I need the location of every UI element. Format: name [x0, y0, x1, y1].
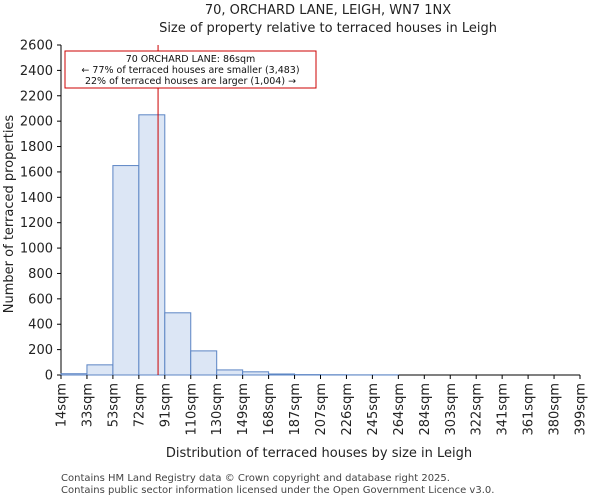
histogram-bar — [242, 371, 270, 376]
histogram-bar — [190, 350, 218, 376]
x-tick-label: 130sqm — [210, 383, 225, 436]
x-tick-label: 14sqm — [55, 383, 70, 427]
y-tick-label: 2000 — [20, 115, 53, 130]
x-tick-label: 399sqm — [574, 383, 589, 436]
x-tick-label: 207sqm — [314, 383, 329, 436]
y-tick-label: 0 — [45, 369, 53, 384]
y-tick-label: 800 — [28, 267, 53, 282]
histogram-bar — [138, 114, 166, 376]
annotation-line: ← 77% of terraced houses are smaller (3,… — [81, 65, 299, 76]
x-tick-label: 341sqm — [496, 383, 511, 436]
y-tick-label: 1000 — [20, 242, 53, 257]
histogram-bar — [112, 165, 140, 376]
histogram-bar — [86, 364, 114, 376]
histogram-bar — [216, 369, 244, 376]
x-tick-label: 91sqm — [158, 383, 173, 427]
histogram-chart: 70, ORCHARD LANE, LEIGH, WN7 1NX Size of… — [2, 3, 589, 461]
y-axis-label: Number of terraced properties — [2, 115, 17, 314]
x-tick-label: 110sqm — [184, 383, 199, 436]
x-tick-label: 168sqm — [262, 383, 277, 436]
x-tick-label: 361sqm — [522, 383, 537, 436]
y-tick-label: 400 — [28, 318, 53, 333]
x-tick-label: 380sqm — [548, 383, 563, 436]
y-tick-label: 1800 — [20, 140, 53, 155]
x-tick-label: 284sqm — [418, 383, 433, 436]
y-tick-label: 2600 — [20, 39, 53, 54]
x-tick-label: 33sqm — [80, 383, 95, 427]
annotation-line: 22% of terraced houses are larger (1,004… — [85, 76, 296, 87]
y-tick-label: 1400 — [20, 191, 53, 206]
x-tick-label: 245sqm — [366, 383, 381, 436]
histogram-bar — [60, 373, 88, 376]
histogram-bar — [164, 312, 192, 376]
y-tick-label: 200 — [28, 343, 53, 358]
y-tick-label: 600 — [28, 292, 53, 307]
x-tick-label: 264sqm — [392, 383, 407, 436]
annotation-box — [64, 50, 317, 89]
x-axis-label: Distribution of terraced houses by size … — [166, 446, 472, 461]
footer-licence: Contains public sector information licen… — [61, 485, 495, 496]
x-tick-label: 322sqm — [470, 383, 485, 436]
y-tick-label: 2200 — [20, 89, 53, 104]
x-tick-label: 53sqm — [106, 383, 121, 427]
histogram-bar — [268, 373, 296, 376]
x-tick-label: 72sqm — [132, 383, 147, 427]
x-tick-label: 149sqm — [236, 383, 251, 436]
x-tick-label: 303sqm — [444, 383, 459, 436]
annotation-line: 70 ORCHARD LANE: 86sqm — [126, 54, 256, 65]
footer-copyright: Contains HM Land Registry data © Crown c… — [61, 473, 450, 484]
y-tick-label: 1200 — [20, 216, 53, 231]
chart-subtitle: Size of property relative to terraced ho… — [159, 21, 497, 36]
y-tick-label: 2400 — [20, 64, 53, 79]
y-tick-label: 1600 — [20, 165, 53, 180]
chart-title: 70, ORCHARD LANE, LEIGH, WN7 1NX — [205, 3, 451, 18]
x-tick-label: 226sqm — [340, 383, 355, 436]
x-tick-label: 187sqm — [288, 383, 303, 436]
plot-area: 0 200 400 600 800 1000 1200 1400 1600 1800 2000 220… — [20, 39, 589, 436]
